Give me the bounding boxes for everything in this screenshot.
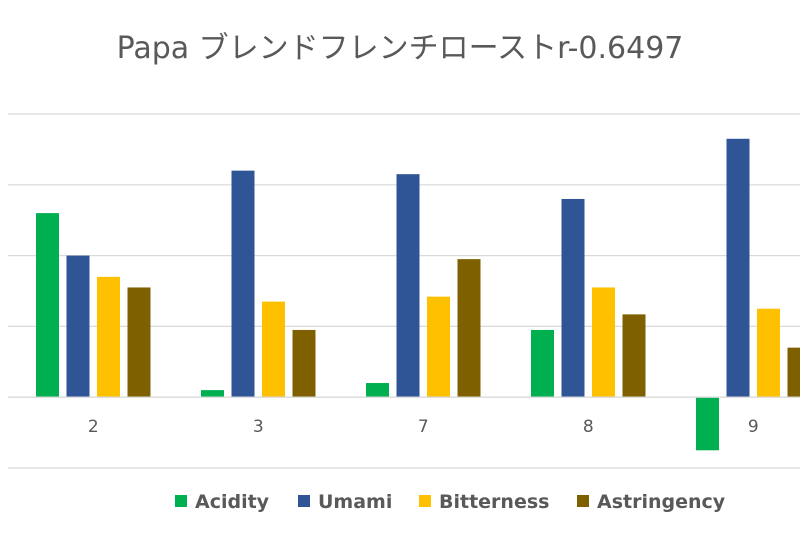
- legend-label-acidity: Acidity: [195, 491, 270, 513]
- chart-title: Papa ブレンドフレンチローストr-0.6497: [117, 31, 684, 66]
- bar-astringency-8: [622, 314, 646, 398]
- legend-swatch-bitterness: [419, 495, 431, 507]
- bar-astringency-2: [127, 287, 151, 398]
- bar-acidity-9: [696, 397, 719, 451]
- bar-astringency-3: [292, 329, 316, 398]
- bar-bitterness-2: [97, 276, 120, 398]
- bar-acidity-7: [366, 383, 389, 398]
- bar-umami-9: [726, 138, 750, 398]
- bar-bitterness-7: [427, 296, 450, 398]
- legend-label-astringency: Astringency: [597, 491, 726, 513]
- bar-umami-3: [231, 170, 255, 398]
- x-axis: 2 3 7 8 9: [8, 396, 800, 437]
- bar-acidity-3: [201, 390, 224, 398]
- bar-umami-8: [561, 198, 585, 398]
- x-tick-label: 7: [418, 417, 429, 437]
- bar-acidity-8: [531, 329, 554, 398]
- legend-label-umami: Umami: [318, 491, 392, 513]
- bar-umami-2: [66, 255, 90, 398]
- bar-astringency-7: [457, 259, 481, 398]
- bar-bitterness-9: [757, 308, 780, 398]
- bars: [36, 138, 800, 451]
- x-tick-label: 8: [583, 417, 594, 437]
- legend-swatch-umami: [298, 495, 310, 507]
- bar-astringency-9: [787, 347, 800, 398]
- legend-swatch-acidity: [175, 495, 187, 507]
- legend-swatch-astringency: [577, 495, 589, 507]
- bar-bitterness-8: [592, 287, 615, 398]
- legend-label-bitterness: Bitterness: [439, 491, 549, 513]
- bar-umami-7: [396, 174, 420, 398]
- bar-acidity-2: [36, 213, 59, 398]
- x-tick-label: 9: [748, 417, 759, 437]
- bar-bitterness-3: [262, 301, 285, 398]
- legend: Acidity Umami Bitterness Astringency: [175, 491, 726, 513]
- x-tick-label: 2: [88, 417, 99, 437]
- x-tick-label: 3: [253, 417, 264, 437]
